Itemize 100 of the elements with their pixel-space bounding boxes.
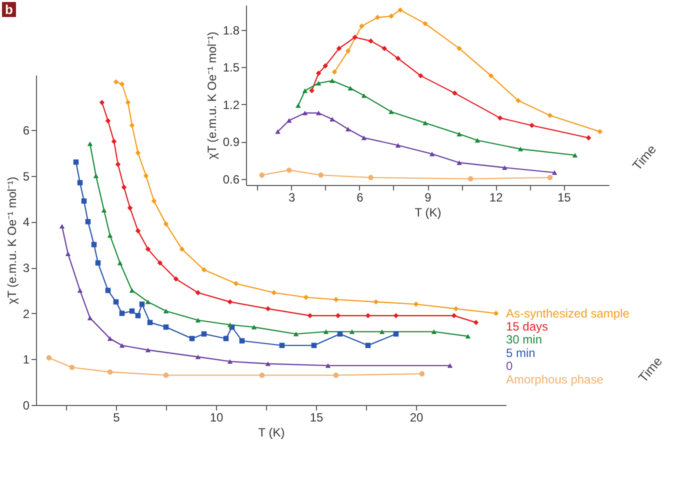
point — [129, 288, 135, 293]
point — [163, 308, 169, 314]
y-tick-label: 4 — [22, 215, 30, 230]
point — [345, 48, 351, 54]
y-tick-label: 3 — [22, 261, 30, 275]
point — [465, 334, 471, 339]
series-label: As-synthesized sample — [506, 306, 630, 320]
point — [333, 372, 339, 378]
point — [195, 354, 201, 360]
point — [552, 170, 558, 175]
point — [157, 260, 163, 266]
point — [322, 63, 328, 68]
point — [69, 364, 75, 370]
y-tick-label: 0.6 — [222, 172, 240, 186]
point — [227, 359, 233, 364]
point — [529, 122, 535, 128]
point — [361, 93, 367, 98]
point — [111, 138, 117, 144]
point — [302, 88, 308, 93]
point — [65, 251, 71, 256]
point — [163, 372, 169, 378]
text: 5 min — [506, 346, 536, 360]
x-axis-title: T (K) — [258, 426, 285, 440]
point — [227, 322, 233, 328]
text: Time — [629, 142, 660, 174]
point — [107, 369, 113, 375]
y-tick-label: 6 — [22, 124, 30, 138]
point — [296, 103, 301, 108]
point — [348, 86, 354, 90]
point — [115, 162, 121, 168]
y-tick-label: 1.8 — [222, 23, 240, 38]
point — [349, 329, 355, 334]
point — [547, 112, 553, 118]
point — [335, 312, 341, 318]
y-axis-title: χT (e.m.u. K Oe⁻¹ mol⁻¹) — [204, 32, 219, 160]
point — [393, 312, 399, 318]
point — [139, 302, 145, 307]
point — [117, 260, 123, 266]
point — [345, 126, 351, 132]
point — [586, 135, 592, 140]
point — [518, 146, 524, 152]
point — [323, 329, 329, 334]
point — [59, 224, 65, 229]
point — [151, 198, 157, 204]
point — [302, 110, 308, 116]
point — [93, 174, 99, 178]
text: Time — [635, 354, 666, 386]
y-tick-label: 5 — [22, 169, 30, 184]
point — [107, 336, 113, 341]
point — [129, 122, 135, 128]
text: 15 days — [506, 320, 548, 334]
x-axis-title: T (K) — [414, 206, 442, 220]
point — [474, 138, 480, 143]
text: 0 — [506, 359, 513, 374]
y-tick-label: 1.2 — [222, 98, 240, 112]
point — [119, 310, 125, 316]
y-tick-label: 1 — [22, 352, 30, 367]
x-tick-label: 3 — [288, 190, 296, 204]
point — [309, 88, 314, 94]
point — [395, 56, 401, 62]
point — [388, 14, 394, 19]
point — [251, 324, 257, 330]
x-tick-label: 9 — [424, 190, 432, 204]
point — [368, 174, 374, 180]
point — [259, 372, 265, 378]
point — [145, 300, 151, 304]
point — [127, 205, 133, 211]
point — [316, 80, 322, 86]
y-tick-label: 2 — [22, 306, 30, 321]
point — [107, 233, 113, 238]
y-tick-label: 1.5 — [222, 60, 240, 75]
point — [85, 219, 91, 224]
x-tick-label: 15 — [310, 410, 324, 424]
point — [77, 288, 83, 293]
point — [395, 142, 401, 148]
point — [379, 329, 385, 334]
point — [388, 109, 394, 114]
x-tick-label: 20 — [410, 410, 424, 424]
point — [286, 167, 292, 173]
point — [374, 14, 380, 20]
point — [173, 276, 179, 282]
point — [330, 78, 335, 84]
point — [259, 172, 265, 178]
point — [233, 280, 239, 286]
point — [451, 312, 457, 318]
point — [365, 312, 371, 318]
point — [418, 73, 424, 78]
point — [227, 299, 233, 305]
point — [87, 141, 93, 146]
point — [113, 299, 119, 305]
point — [333, 296, 339, 302]
y-tick-label: 0.9 — [222, 135, 240, 150]
point — [163, 221, 169, 227]
point — [239, 338, 245, 344]
point — [547, 174, 553, 180]
x-tick-label: 12 — [489, 190, 504, 204]
point — [77, 180, 83, 186]
point — [275, 129, 280, 134]
x-tick-label: 6 — [356, 190, 364, 204]
point — [336, 46, 342, 52]
